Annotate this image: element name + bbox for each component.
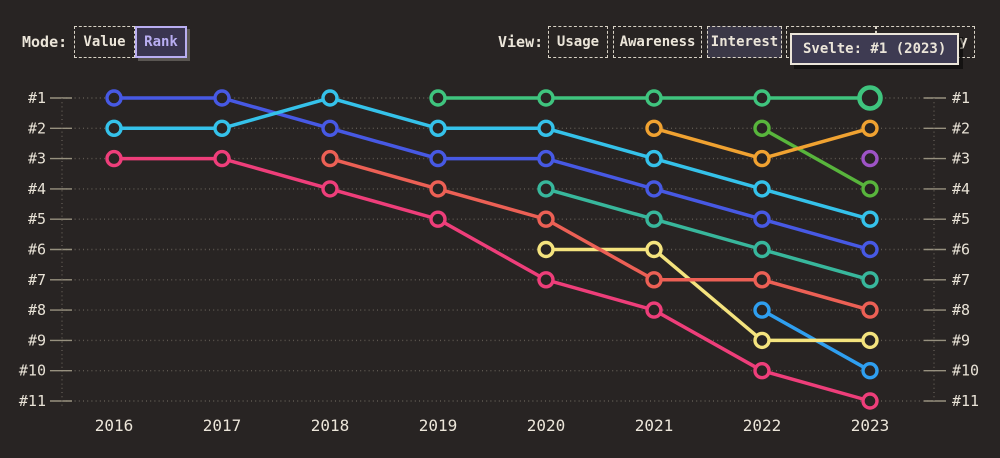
series-purple-point[interactable] bbox=[861, 149, 879, 168]
series-dodger-blue-point[interactable] bbox=[753, 301, 771, 319]
series-royal-blue-point[interactable] bbox=[213, 89, 231, 107]
mode-label: Mode: bbox=[22, 33, 68, 51]
x-axis-year-label: 2021 bbox=[635, 416, 674, 435]
left-axis-label: #9 bbox=[28, 331, 46, 349]
x-axis-year-label: 2022 bbox=[743, 416, 782, 435]
series-salmon-point[interactable] bbox=[861, 301, 879, 319]
mode-button-rank[interactable]: Rank bbox=[135, 26, 187, 58]
series-teal-point[interactable] bbox=[537, 180, 555, 198]
series-orange-point[interactable] bbox=[753, 149, 771, 168]
right-axis-label: #4 bbox=[952, 180, 970, 198]
right-axis-label: #5 bbox=[952, 210, 970, 228]
series-teal-point[interactable] bbox=[645, 210, 663, 228]
svelte-point[interactable] bbox=[537, 89, 555, 107]
view-label: View: bbox=[498, 33, 544, 51]
series-royal-blue-point[interactable] bbox=[429, 149, 447, 168]
series-salmon-line bbox=[328, 156, 872, 312]
svelte-point[interactable] bbox=[429, 89, 447, 107]
x-axis-year-label: 2019 bbox=[419, 416, 458, 435]
right-axis-label: #10 bbox=[952, 362, 979, 380]
right-axis-label: #8 bbox=[952, 301, 970, 319]
left-axis-label: #5 bbox=[28, 210, 46, 228]
right-axis-label: #9 bbox=[952, 331, 970, 349]
series-pink-point[interactable] bbox=[321, 180, 339, 198]
series-dodger-blue-point[interactable] bbox=[861, 362, 879, 380]
series-salmon-point[interactable] bbox=[537, 210, 555, 228]
series-pink-point[interactable] bbox=[213, 149, 231, 168]
view-button-usage[interactable]: Usage bbox=[548, 26, 608, 58]
series-royal-blue-point[interactable] bbox=[321, 119, 339, 138]
series-lime-green-point[interactable] bbox=[861, 180, 879, 198]
series-lime-green-line bbox=[760, 126, 872, 191]
x-axis-year-label: 2016 bbox=[95, 416, 134, 435]
left-axis-label: #1 bbox=[28, 89, 46, 107]
svelte-point-highlighted[interactable] bbox=[857, 85, 883, 111]
series-royal-blue-point[interactable] bbox=[753, 210, 771, 228]
right-axis-label: #7 bbox=[952, 271, 970, 289]
series-cyan-point[interactable] bbox=[105, 119, 123, 138]
series-pink-point[interactable] bbox=[753, 362, 771, 380]
series-salmon-point[interactable] bbox=[321, 149, 339, 168]
series-yellow-point[interactable] bbox=[645, 240, 663, 259]
series-cyan-point[interactable] bbox=[861, 210, 879, 228]
x-axis-year-label: 2020 bbox=[527, 416, 566, 435]
svelte-point[interactable] bbox=[753, 89, 771, 107]
series-cyan-point[interactable] bbox=[213, 119, 231, 138]
mode-button-value[interactable]: Value bbox=[74, 26, 135, 58]
x-axis-year-label: 2017 bbox=[203, 416, 242, 435]
left-axis-label: #4 bbox=[28, 180, 46, 198]
series-orange-point[interactable] bbox=[645, 119, 663, 138]
series-royal-blue-point[interactable] bbox=[537, 149, 555, 168]
left-axis-label: #2 bbox=[28, 119, 46, 137]
series-pink-point[interactable] bbox=[537, 271, 555, 289]
right-axis-label: #3 bbox=[952, 150, 970, 168]
series-cyan-point[interactable] bbox=[321, 89, 339, 107]
left-axis-label: #11 bbox=[19, 392, 46, 410]
series-salmon-point[interactable] bbox=[753, 271, 771, 289]
series-salmon-point[interactable] bbox=[645, 271, 663, 289]
series-cyan-point[interactable] bbox=[537, 119, 555, 138]
series-cyan-line bbox=[112, 96, 872, 221]
right-axis-label: #6 bbox=[952, 241, 970, 259]
series-salmon-point[interactable] bbox=[429, 180, 447, 198]
left-axis-label: #6 bbox=[28, 241, 46, 259]
svelte-point[interactable] bbox=[645, 89, 663, 107]
series-orange-point[interactable] bbox=[861, 119, 879, 138]
series-yellow-point[interactable] bbox=[753, 331, 771, 350]
series-royal-blue-point[interactable] bbox=[645, 180, 663, 198]
left-axis-label: #10 bbox=[19, 362, 46, 380]
series-cyan-point[interactable] bbox=[429, 119, 447, 138]
series-teal-line bbox=[544, 187, 872, 282]
series-royal-blue-point[interactable] bbox=[861, 240, 879, 259]
left-axis-label: #3 bbox=[28, 150, 46, 168]
right-axis-label: #11 bbox=[952, 392, 979, 410]
series-pink-point[interactable] bbox=[105, 149, 123, 168]
series-teal-point[interactable] bbox=[861, 271, 879, 289]
chart-tooltip: Svelte: #1 (2023) bbox=[790, 33, 960, 65]
x-axis-year-label: 2018 bbox=[311, 416, 350, 435]
view-button-awareness[interactable]: Awareness bbox=[613, 26, 702, 58]
series-pink-line bbox=[112, 156, 872, 403]
series-pink-point[interactable] bbox=[645, 301, 663, 319]
series-cyan-point[interactable] bbox=[645, 149, 663, 168]
series-royal-blue-point[interactable] bbox=[105, 89, 123, 107]
left-axis-label: #7 bbox=[28, 271, 46, 289]
series-yellow-point[interactable] bbox=[861, 331, 879, 350]
series-pink-point[interactable] bbox=[429, 210, 447, 228]
view-button-interest[interactable]: Interest bbox=[707, 26, 782, 58]
right-axis-label: #1 bbox=[952, 89, 970, 107]
series-lime-green-point[interactable] bbox=[753, 119, 771, 138]
x-axis-year-label: 2023 bbox=[851, 416, 890, 435]
right-axis-label: #2 bbox=[952, 119, 970, 137]
series-pink-point[interactable] bbox=[861, 392, 879, 410]
series-cyan-point[interactable] bbox=[753, 180, 771, 198]
series-yellow-point[interactable] bbox=[537, 240, 555, 259]
series-royal-blue-line bbox=[112, 96, 872, 252]
series-teal-point[interactable] bbox=[753, 240, 771, 259]
left-axis-label: #8 bbox=[28, 301, 46, 319]
